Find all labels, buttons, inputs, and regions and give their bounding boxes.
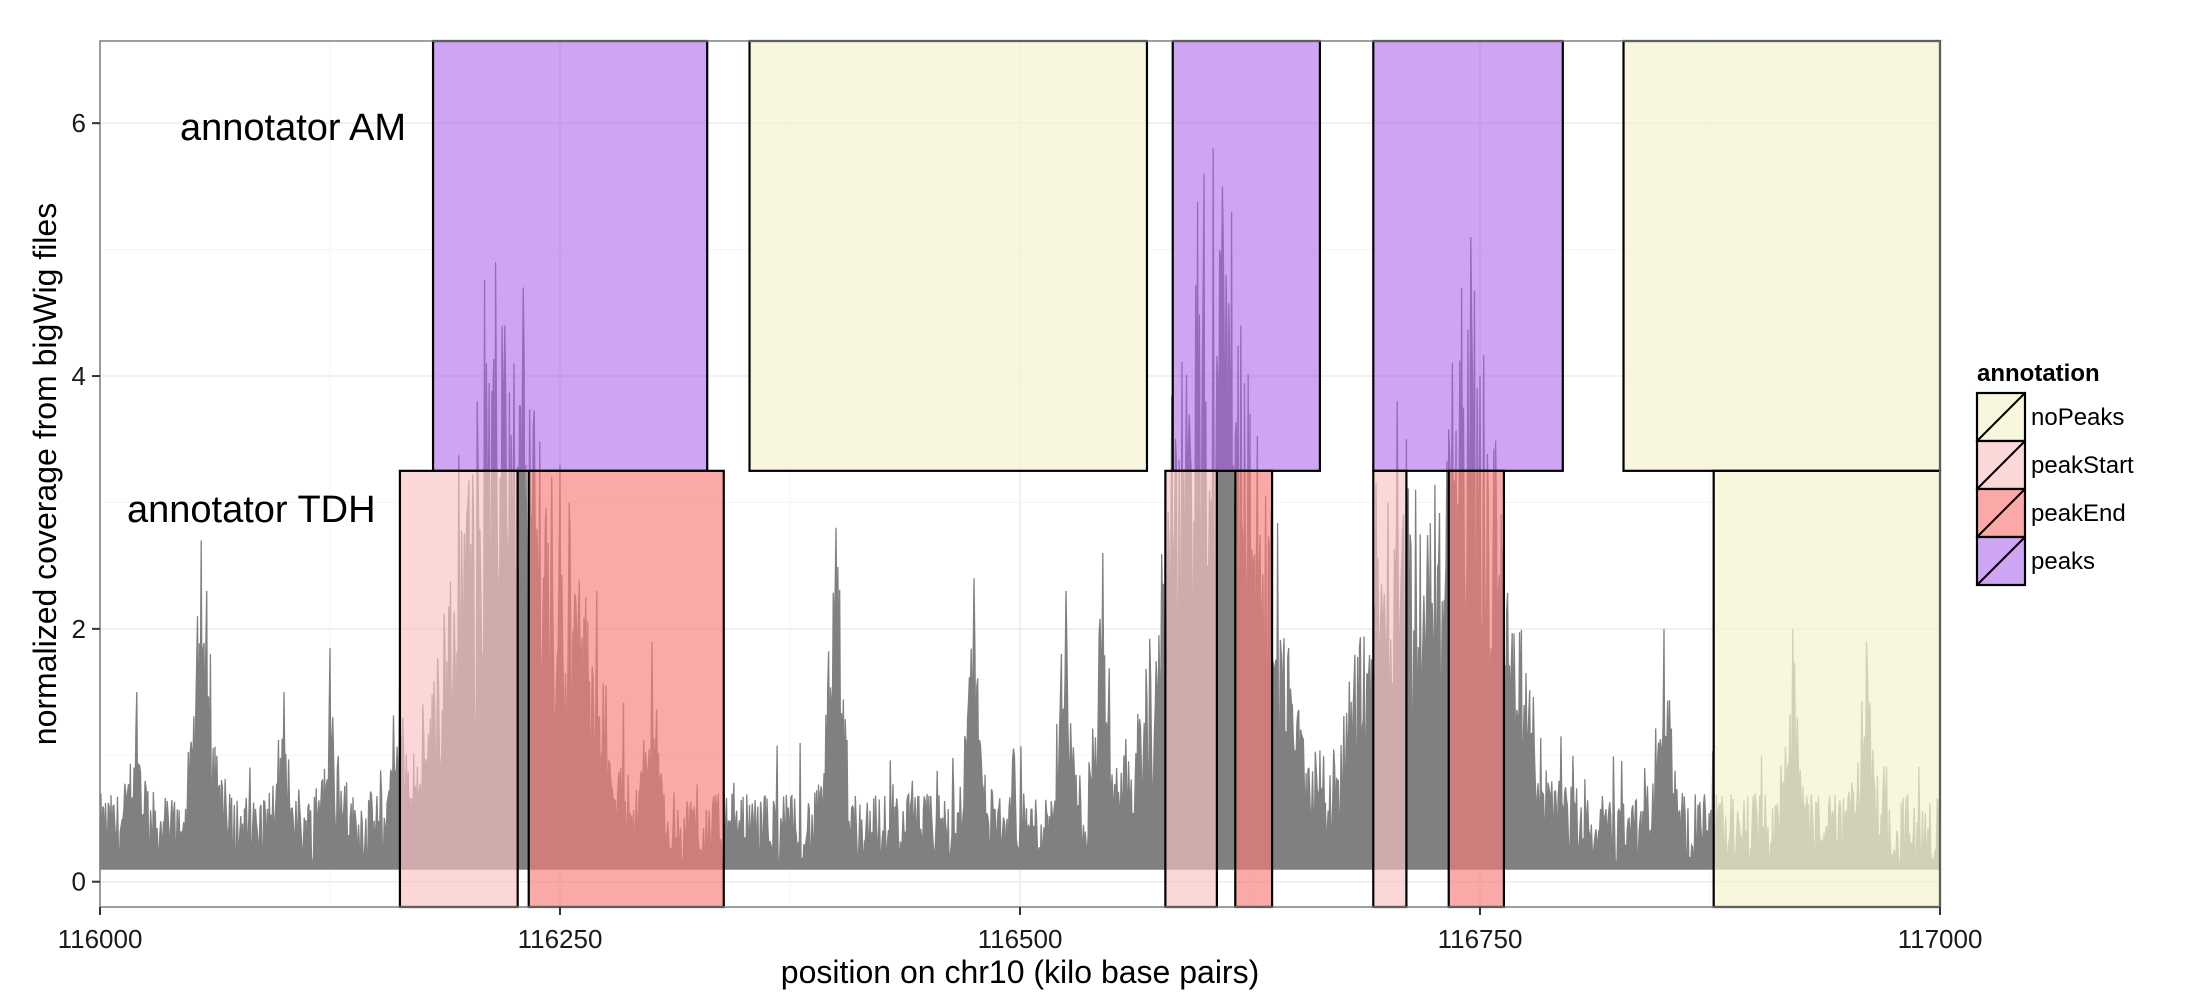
region-peakStart <box>398 469 519 909</box>
region-peakEnd <box>527 469 725 909</box>
legend: annotation noPeaks peakStart peakEnd peaks <box>1975 360 2134 587</box>
y-tick-label: 4 <box>72 361 86 391</box>
region-noPeaks <box>1712 469 1942 909</box>
region-peaks <box>431 39 709 472</box>
region-peakStart <box>1372 469 1408 909</box>
legend-key-slash <box>1976 488 2026 538</box>
axis-ticks: 116000 116250 116500 116750 117000 0 2 4 6 <box>58 108 1983 954</box>
x-axis-title: position on chr10 (kilo base pairs) <box>781 954 1259 990</box>
y-tick-label: 2 <box>72 614 86 644</box>
track-labels: annotator AM annotator TDH <box>127 107 406 531</box>
legend-label-peakStart: peakStart <box>2031 452 2134 479</box>
legend-label-peaks: peaks <box>2031 548 2095 575</box>
x-tick-label: 116750 <box>1438 924 1523 954</box>
x-tick-label: 116250 <box>518 924 603 954</box>
region-peakStart <box>1164 469 1218 909</box>
legend-key-slash <box>1976 536 2026 586</box>
legend-label-peakEnd: peakEnd <box>2031 500 2126 527</box>
y-tick-label: 6 <box>72 108 86 138</box>
track-label-am: annotator AM <box>180 107 406 149</box>
y-tick-label: 0 <box>72 867 86 897</box>
legend-key-slash <box>1976 440 2026 490</box>
y-axis-title: normalized coverage from bigWig files <box>27 203 63 745</box>
legend-label-noPeaks: noPeaks <box>2031 404 2124 431</box>
legend-key-slash <box>1976 392 2026 442</box>
x-tick-label: 117000 <box>1898 924 1983 954</box>
region-peaks <box>1372 39 1564 472</box>
region-peakEnd <box>1447 469 1506 909</box>
region-peakEnd <box>1234 469 1274 909</box>
x-tick-label: 116000 <box>58 924 143 954</box>
region-noPeaks <box>1622 39 1942 472</box>
region-noPeaks <box>748 39 1149 472</box>
legend-title: annotation <box>1977 360 2100 387</box>
region-peaks <box>1171 39 1322 472</box>
track-label-tdh: annotator TDH <box>127 489 376 531</box>
annotation-regions <box>398 39 1942 909</box>
x-tick-label: 116500 <box>978 924 1063 954</box>
